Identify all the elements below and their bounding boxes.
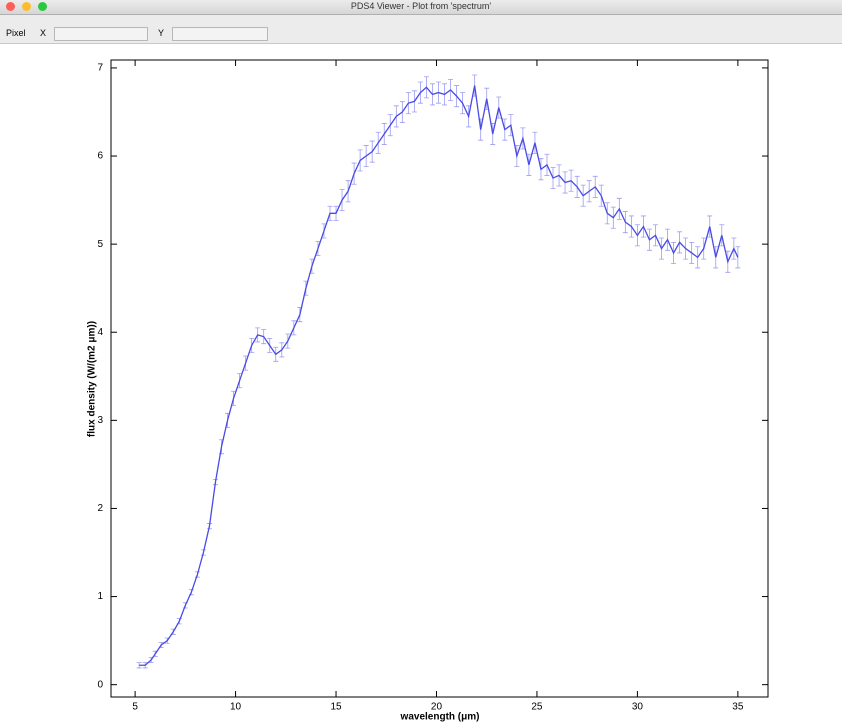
y-tick-label: 1 bbox=[97, 591, 103, 602]
x-tick-label: 30 bbox=[632, 702, 644, 713]
close-button[interactable] bbox=[6, 2, 15, 11]
x-axis-label: wavelength (μm) bbox=[400, 712, 480, 723]
y-tick-label: 5 bbox=[97, 239, 103, 250]
y-axis-label: flux density (W/(m2 μm)) bbox=[87, 321, 98, 437]
title-bar: PDS4 Viewer - Plot from 'spectrum' bbox=[0, 0, 842, 15]
plot-frame bbox=[110, 59, 769, 698]
x-tick-label: 20 bbox=[431, 702, 443, 713]
x-tick-label: 10 bbox=[230, 702, 242, 713]
x-tick-label: 15 bbox=[330, 702, 342, 713]
y-tick-label: 7 bbox=[97, 63, 103, 74]
zoom-button[interactable] bbox=[38, 2, 47, 11]
spectrum-line bbox=[139, 85, 739, 666]
y-field[interactable] bbox=[172, 27, 268, 41]
pixel-label: Pixel bbox=[6, 28, 26, 38]
x-tick-label: 25 bbox=[531, 702, 543, 713]
x-tick-label: 5 bbox=[132, 702, 138, 713]
x-field[interactable] bbox=[54, 27, 148, 41]
y-tick-label: 6 bbox=[97, 151, 103, 162]
y-tick-label: 3 bbox=[97, 415, 103, 426]
x-tick-label: 35 bbox=[732, 702, 744, 713]
x-field-label: X bbox=[40, 28, 47, 38]
window-title: PDS4 Viewer - Plot from 'spectrum' bbox=[350, 1, 492, 11]
y-field-label: Y bbox=[158, 28, 165, 38]
error-bar bbox=[136, 662, 142, 669]
plot: wavelength (μm) flux density (W/(m2 μm))… bbox=[87, 59, 769, 723]
minimize-button[interactable] bbox=[22, 2, 31, 11]
y-tick-label: 4 bbox=[97, 327, 103, 338]
toolbar: Pixel X Y bbox=[0, 15, 842, 44]
y-tick-label: 2 bbox=[97, 503, 103, 514]
y-tick-label: 0 bbox=[97, 679, 103, 690]
